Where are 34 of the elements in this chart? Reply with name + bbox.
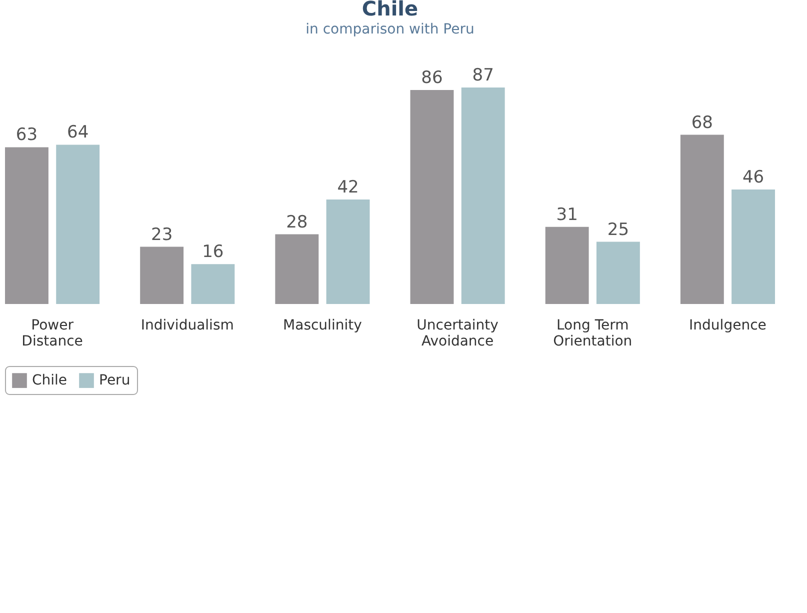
data-label: 25 [607,220,630,240]
data-label: 16 [202,242,224,262]
bar [410,90,454,304]
data-label: 28 [286,212,308,232]
legend-label: Chile [32,372,68,389]
bar [326,199,370,304]
x-tick-label: Uncertainty Avoidance [416,318,498,350]
data-label: 46 [742,168,764,188]
bar [732,190,775,304]
x-tick-label: Masculinity [283,318,362,334]
bar [56,144,100,304]
bar [680,134,724,304]
bar [5,147,48,304]
data-label: 64 [67,122,89,143]
data-label: 86 [421,68,443,88]
data-label: 31 [556,204,578,225]
data-label: 87 [472,65,494,86]
bar [596,242,640,304]
bar [275,234,319,304]
data-label: 42 [337,177,359,198]
x-tick-label: Long Term Orientation [553,318,632,350]
bar [140,246,184,304]
x-tick-label: Power Distance [22,318,83,350]
chart-title: Chile [362,0,418,20]
x-tick-label: Indulgence [689,318,766,334]
data-label: 68 [691,112,713,133]
data-label: 63 [16,125,38,146]
bar [545,226,589,304]
chart-subtitle: in comparison with Peru [306,21,474,38]
bar [461,87,505,304]
x-tick-label: Individualism [140,318,234,334]
bar [191,264,235,304]
legend-label: Peru [99,372,130,389]
data-label: 23 [150,224,173,245]
